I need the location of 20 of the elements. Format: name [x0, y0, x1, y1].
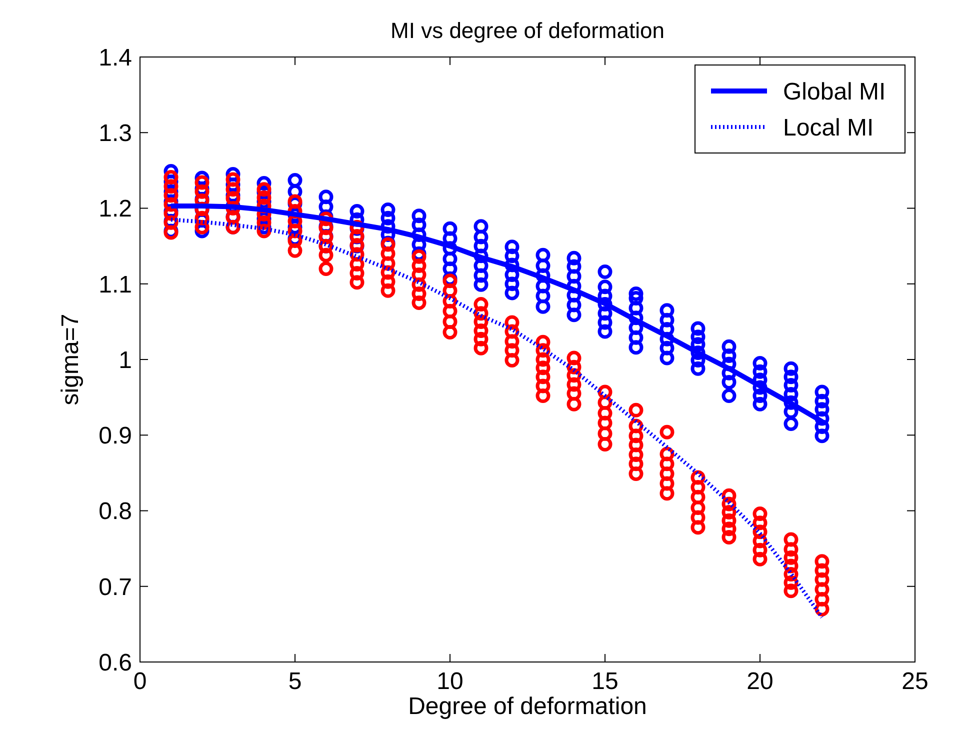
chart-title: MI vs degree of deformation — [390, 18, 664, 43]
x-tick-label: 5 — [288, 668, 302, 695]
y-tick-label: 0.7 — [98, 574, 132, 601]
x-tick-label: 15 — [592, 668, 618, 695]
x-tick-label: 10 — [436, 668, 464, 695]
y-tick-label: 1.1 — [98, 271, 132, 298]
legend-label: Local MI — [783, 114, 874, 142]
x-axis-title: Degree of deformation — [408, 693, 647, 720]
y-tick-label: 1.2 — [98, 196, 132, 223]
y-tick-label: 1.3 — [98, 120, 132, 148]
x-tick-label: 25 — [902, 668, 928, 695]
x-tick-label: 0 — [133, 668, 147, 695]
y-tick-label: 0.9 — [98, 422, 132, 450]
x-tick-label: 20 — [746, 668, 774, 695]
y-tick-label: 0.8 — [98, 498, 132, 526]
y-tick-label: 1.4 — [98, 44, 132, 72]
legend-label: Global MI — [783, 78, 886, 106]
y-tick-label: 1 — [118, 346, 132, 374]
y-tick-label: 0.6 — [98, 649, 132, 676]
y-axis-title: sigma=7 — [57, 314, 84, 406]
